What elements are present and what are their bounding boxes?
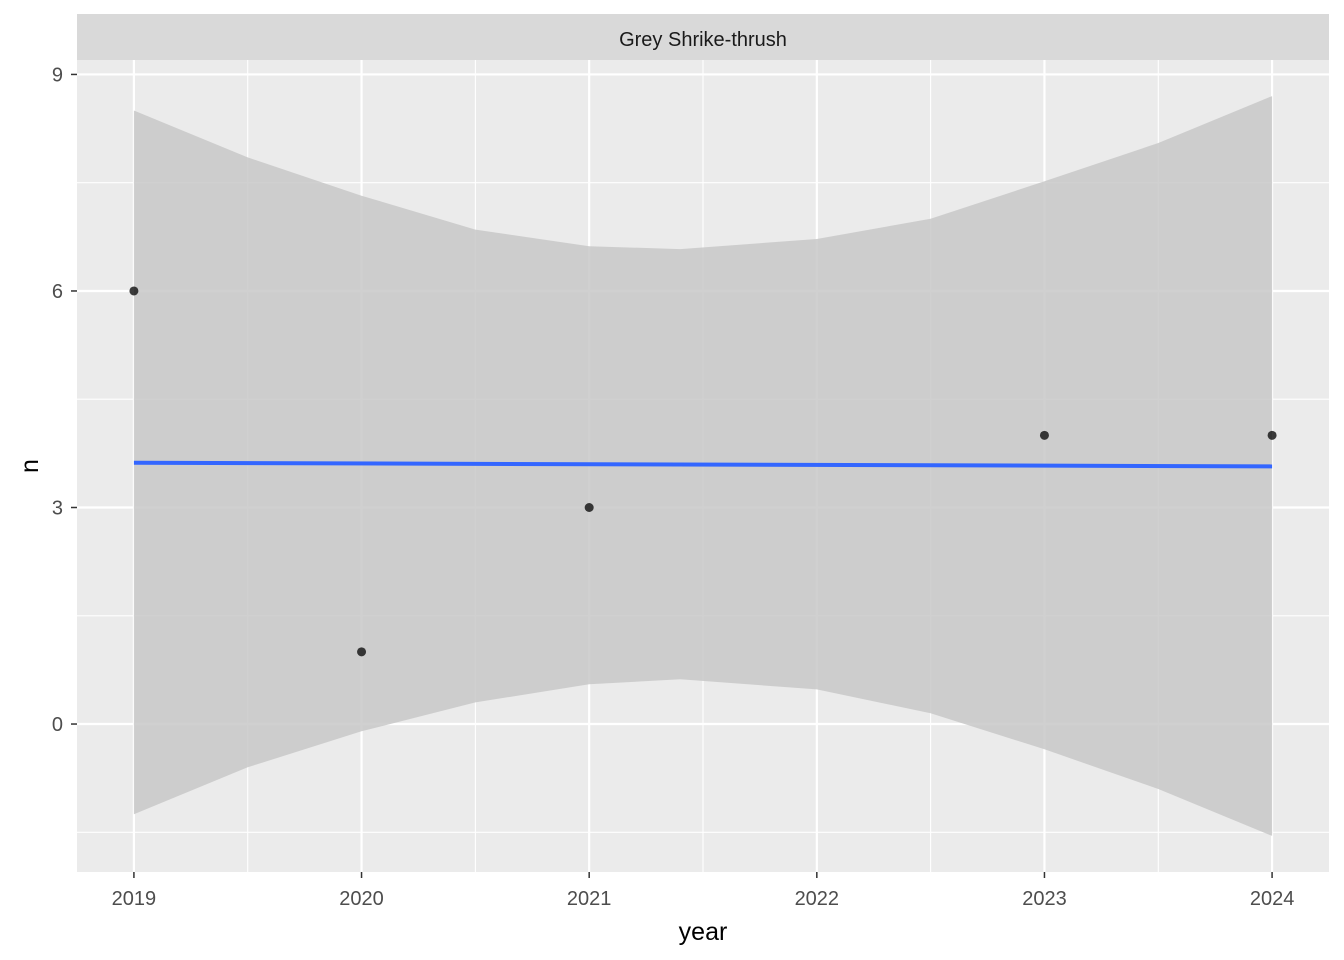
y-tick-label: 9	[52, 64, 63, 86]
data-point	[357, 647, 367, 657]
x-tick-label: 2024	[1250, 888, 1295, 910]
data-point	[584, 503, 594, 513]
x-axis-title: year	[679, 918, 728, 946]
x-tick-label: 2020	[339, 888, 384, 910]
strip-background	[77, 14, 1329, 60]
y-tick-label: 3	[52, 498, 63, 520]
x-tick-label: 2023	[1022, 888, 1067, 910]
x-tick-label: 2021	[567, 888, 612, 910]
y-tick-label: 6	[52, 281, 63, 303]
data-point	[1267, 430, 1277, 440]
x-tick-label: 2022	[795, 888, 840, 910]
facet-title: Grey Shrike-thrush	[619, 29, 787, 51]
trend-line	[133, 460, 1273, 469]
data-point	[129, 286, 139, 296]
data-point	[1039, 430, 1049, 440]
y-tick-label: 0	[52, 714, 63, 736]
y-axis-title: n	[16, 459, 44, 473]
data-points	[129, 286, 1277, 657]
x-tick-label: 2019	[112, 888, 157, 910]
y-axis: 0 3 6 9	[52, 64, 77, 736]
x-axis: 2019 2020 2021 2022 2023 2024	[112, 872, 1295, 910]
